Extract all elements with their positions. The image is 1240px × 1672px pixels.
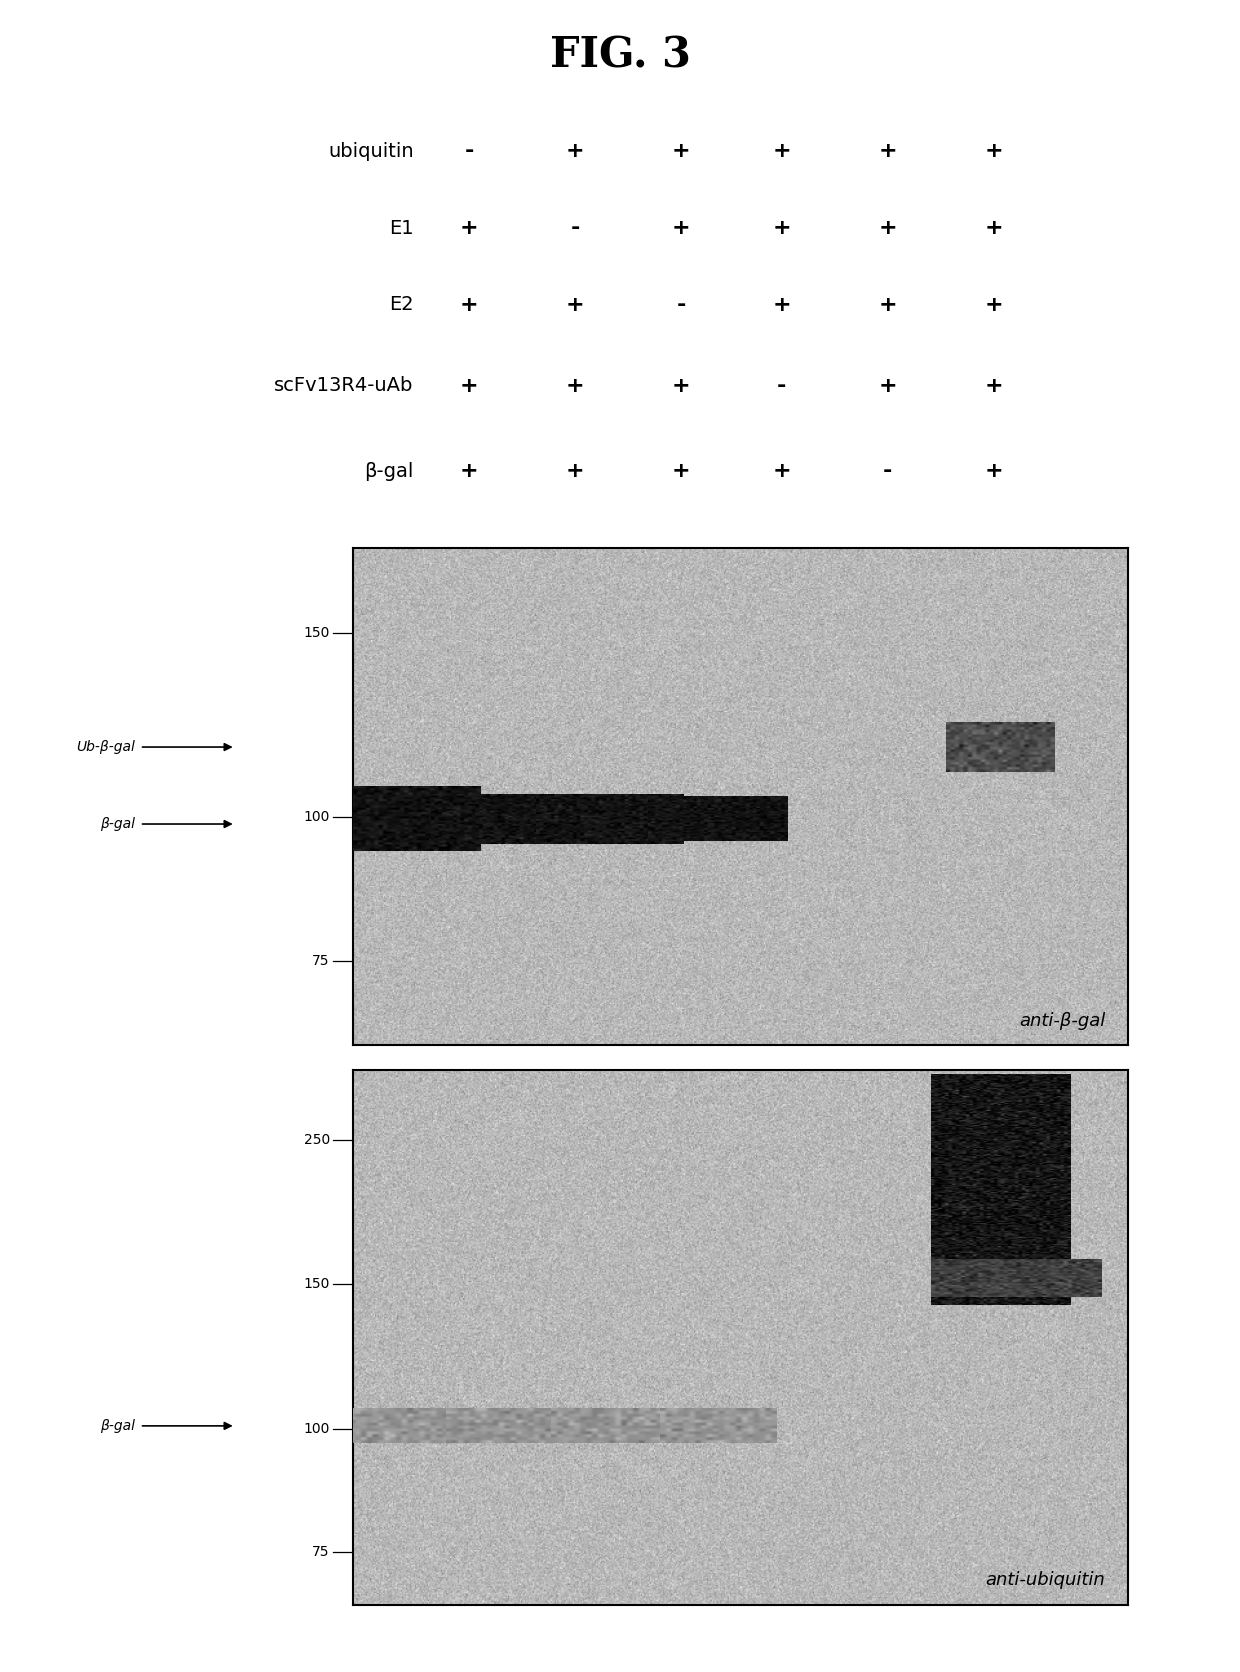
Text: anti-ubiquitin: anti-ubiquitin bbox=[986, 1572, 1105, 1588]
Text: 150: 150 bbox=[304, 625, 330, 640]
Text: +: + bbox=[878, 376, 898, 396]
Text: +: + bbox=[878, 219, 898, 237]
Text: +: + bbox=[985, 219, 1003, 237]
Text: +: + bbox=[460, 461, 479, 482]
Text: scFv13R4-uAb: scFv13R4-uAb bbox=[274, 376, 414, 396]
Text: +: + bbox=[565, 376, 585, 396]
Text: -: - bbox=[777, 376, 786, 396]
Text: E1: E1 bbox=[389, 219, 414, 237]
Text: FIG. 3: FIG. 3 bbox=[549, 33, 691, 77]
Text: +: + bbox=[773, 142, 791, 162]
Text: Ub-β-gal: Ub-β-gal bbox=[77, 741, 135, 754]
Text: +: + bbox=[878, 142, 898, 162]
Text: +: + bbox=[672, 219, 691, 237]
Text: 100: 100 bbox=[304, 1421, 330, 1436]
Text: +: + bbox=[672, 461, 691, 482]
Text: β-gal: β-gal bbox=[100, 818, 135, 831]
Text: ubiquitin: ubiquitin bbox=[327, 142, 414, 161]
Text: +: + bbox=[460, 219, 479, 237]
Text: 75: 75 bbox=[312, 953, 330, 968]
Text: -: - bbox=[883, 461, 893, 482]
Text: +: + bbox=[985, 294, 1003, 314]
Text: 100: 100 bbox=[304, 809, 330, 824]
Text: +: + bbox=[878, 294, 898, 314]
Text: 150: 150 bbox=[304, 1277, 330, 1291]
Text: 250: 250 bbox=[304, 1132, 330, 1147]
Text: β-gal: β-gal bbox=[100, 1420, 135, 1433]
Text: anti-β-gal: anti-β-gal bbox=[1019, 1012, 1105, 1030]
Text: +: + bbox=[565, 461, 585, 482]
Text: +: + bbox=[460, 376, 479, 396]
Text: E2: E2 bbox=[389, 296, 414, 314]
Text: -: - bbox=[570, 219, 580, 237]
Text: -: - bbox=[677, 294, 686, 314]
Text: +: + bbox=[773, 461, 791, 482]
Text: +: + bbox=[985, 376, 1003, 396]
Text: -: - bbox=[465, 142, 474, 162]
Text: +: + bbox=[985, 461, 1003, 482]
Text: +: + bbox=[460, 294, 479, 314]
Text: β-gal: β-gal bbox=[365, 461, 414, 482]
Text: +: + bbox=[773, 219, 791, 237]
Text: +: + bbox=[565, 142, 585, 162]
Text: +: + bbox=[773, 294, 791, 314]
Text: +: + bbox=[985, 142, 1003, 162]
Text: 75: 75 bbox=[312, 1545, 330, 1558]
Text: +: + bbox=[672, 376, 691, 396]
Text: +: + bbox=[672, 142, 691, 162]
Text: +: + bbox=[565, 294, 585, 314]
